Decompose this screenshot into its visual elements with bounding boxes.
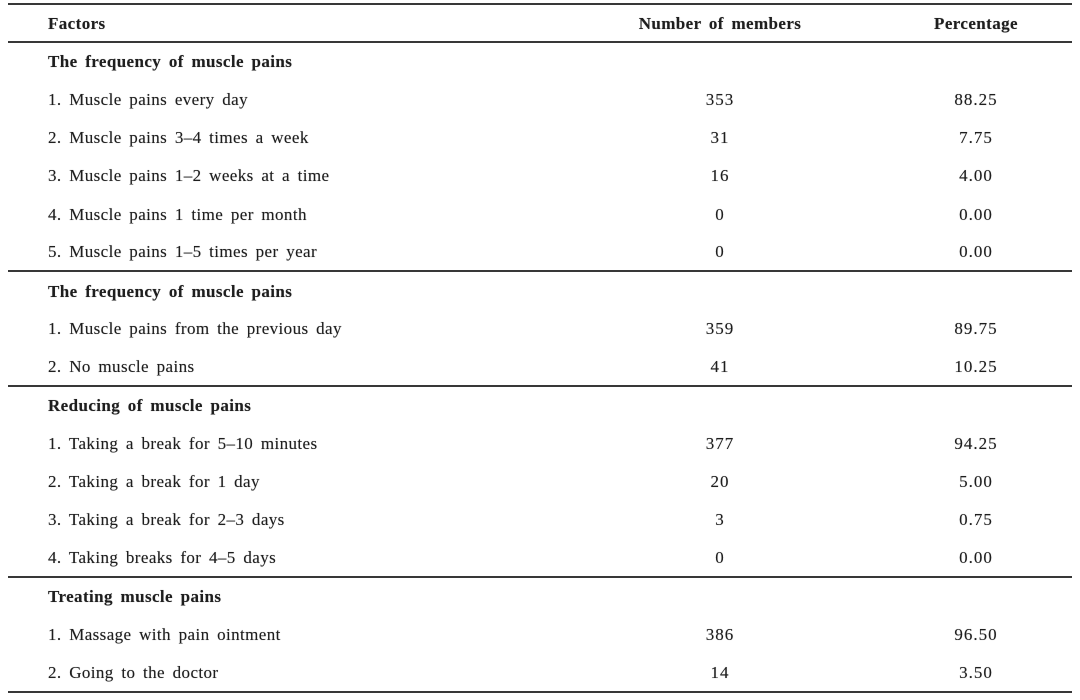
section-frequency-1: The frequency of muscle pains 1. Muscle … — [8, 42, 1072, 271]
percentage-cell: 88.25 — [954, 89, 998, 109]
table-row: 2. Taking a break for 1 day 20 5.00 — [8, 463, 1072, 501]
percentage-cell: 5.00 — [959, 472, 993, 492]
factor-cell: 2. Taking a break for 1 day — [48, 472, 260, 492]
factors-table: Factors Number of members Percentage The… — [8, 3, 1072, 693]
percentage-cell: 0.75 — [959, 510, 993, 530]
members-cell: 31 — [710, 128, 730, 148]
factor-cell: 4. Muscle pains 1 time per month — [48, 204, 307, 224]
factor-cell: 5. Muscle pains 1–5 times per year — [48, 242, 318, 262]
factor-cell: 3. Taking a break for 2–3 days — [48, 510, 285, 530]
section-reducing: Reducing of muscle pains 1. Taking a bre… — [8, 386, 1072, 577]
table-row: 1. Taking a break for 5–10 minutes 377 9… — [8, 424, 1072, 462]
table-row: 2. Muscle pains 3–4 times a week 31 7.75 — [8, 118, 1072, 156]
percentage-cell: 0.00 — [959, 204, 993, 224]
table-row: 4. Taking breaks for 4–5 days 0 0.00 — [8, 539, 1072, 577]
members-cell: 20 — [710, 472, 730, 492]
factor-cell: 1. Taking a break for 5–10 minutes — [48, 433, 318, 453]
table-row: 1. Muscle pains every day 353 88.25 — [8, 80, 1072, 118]
percentage-cell: 7.75 — [959, 128, 993, 148]
percentage-cell: 3.50 — [959, 662, 993, 682]
column-header-number-of-members: Number of members — [638, 13, 802, 33]
members-cell: 0 — [715, 204, 725, 224]
factor-cell: 1. Massage with pain ointment — [48, 625, 281, 645]
percentage-cell: 0.00 — [959, 548, 993, 568]
factor-cell: 1. Muscle pains from the previous day — [48, 319, 342, 339]
section-header: The frequency of muscle pains — [48, 281, 293, 301]
percentage-cell: 10.25 — [954, 356, 998, 376]
members-cell: 14 — [710, 662, 730, 682]
percentage-cell: 4.00 — [959, 166, 993, 186]
members-cell: 3 — [715, 510, 725, 530]
members-cell: 0 — [715, 242, 725, 262]
column-header-percentage: Percentage — [934, 13, 1018, 33]
factor-cell: 3. Muscle pains 1–2 weeks at a time — [48, 166, 330, 186]
percentage-cell: 0.00 — [959, 242, 993, 262]
factor-cell: 2. Muscle pains 3–4 times a week — [48, 128, 309, 148]
percentage-cell: 94.25 — [954, 433, 998, 453]
column-header-factors: Factors — [48, 13, 106, 33]
table-row: 5. Muscle pains 1–5 times per year 0 0.0… — [8, 233, 1072, 271]
table-row: 1. Muscle pains from the previous day 35… — [8, 310, 1072, 348]
section-header-row: The frequency of muscle pains — [8, 42, 1072, 80]
members-cell: 0 — [715, 548, 725, 568]
percentage-cell: 89.75 — [954, 319, 998, 339]
table-row: 2. No muscle pains 41 10.25 — [8, 348, 1072, 386]
percentage-cell: 96.50 — [954, 625, 998, 645]
table-row: 2. Going to the doctor 14 3.50 — [8, 654, 1072, 692]
table-row: 3. Taking a break for 2–3 days 3 0.75 — [8, 501, 1072, 539]
table-row: 4. Muscle pains 1 time per month 0 0.00 — [8, 195, 1072, 233]
members-cell: 359 — [705, 319, 735, 339]
section-treating: Treating muscle pains 1. Massage with pa… — [8, 577, 1072, 692]
table-header-row: Factors Number of members Percentage — [8, 4, 1072, 42]
table-row: 1. Massage with pain ointment 386 96.50 — [8, 616, 1072, 654]
members-cell: 16 — [710, 166, 730, 186]
section-header-row: The frequency of muscle pains — [8, 271, 1072, 309]
members-cell: 386 — [705, 625, 735, 645]
section-header: The frequency of muscle pains — [48, 52, 293, 72]
section-header-row: Reducing of muscle pains — [8, 386, 1072, 424]
section-frequency-2: The frequency of muscle pains 1. Muscle … — [8, 271, 1072, 386]
table-row: 3. Muscle pains 1–2 weeks at a time 16 4… — [8, 157, 1072, 195]
table-header: Factors Number of members Percentage — [8, 4, 1072, 42]
section-header: Treating muscle pains — [48, 587, 222, 607]
factor-cell: 4. Taking breaks for 4–5 days — [48, 548, 277, 568]
section-header: Reducing of muscle pains — [48, 396, 252, 416]
factor-cell: 1. Muscle pains every day — [48, 89, 248, 109]
members-cell: 353 — [705, 89, 735, 109]
factor-cell: 2. Going to the doctor — [48, 662, 219, 682]
members-cell: 377 — [705, 433, 735, 453]
factor-cell: 2. No muscle pains — [48, 356, 195, 376]
section-header-row: Treating muscle pains — [8, 577, 1072, 615]
members-cell: 41 — [710, 356, 730, 376]
